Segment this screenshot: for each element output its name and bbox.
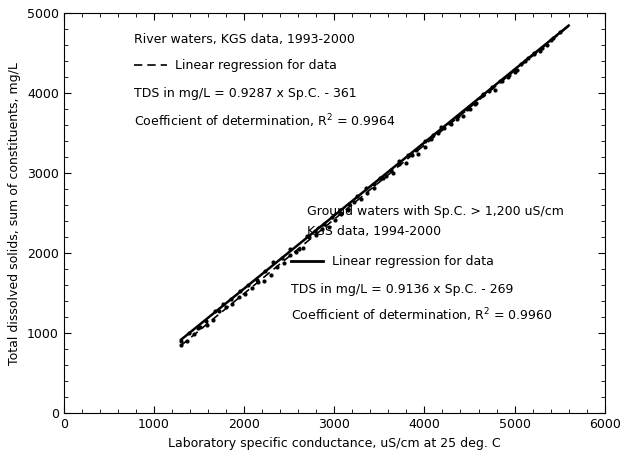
Text: Coefficient of determination, R$^2$ = 0.9960: Coefficient of determination, R$^2$ = 0.… — [291, 306, 553, 324]
Text: TDS in mg/L = 0.9136 x Sp.C. - 269: TDS in mg/L = 0.9136 x Sp.C. - 269 — [291, 283, 513, 296]
Text: Ground waters with Sp.C. > 1,200 uS/cm: Ground waters with Sp.C. > 1,200 uS/cm — [307, 205, 564, 218]
Text: TDS in mg/L = 0.9287 x Sp.C. - 361: TDS in mg/L = 0.9287 x Sp.C. - 361 — [134, 87, 357, 100]
X-axis label: Laboratory specific conductance, uS/cm at 25 deg. C: Laboratory specific conductance, uS/cm a… — [168, 436, 501, 450]
Text: Linear regression for data: Linear regression for data — [331, 255, 493, 268]
Text: KGS data, 1994-2000: KGS data, 1994-2000 — [307, 225, 442, 238]
Text: River waters, KGS data, 1993-2000: River waters, KGS data, 1993-2000 — [134, 33, 355, 46]
Y-axis label: Total dissolved solids, sum of constituents, mg/L: Total dissolved solids, sum of constitue… — [8, 62, 21, 365]
Text: Linear regression for data: Linear regression for data — [175, 59, 337, 72]
Text: Coefficient of determination, R$^2$ = 0.9964: Coefficient of determination, R$^2$ = 0.… — [134, 113, 396, 130]
